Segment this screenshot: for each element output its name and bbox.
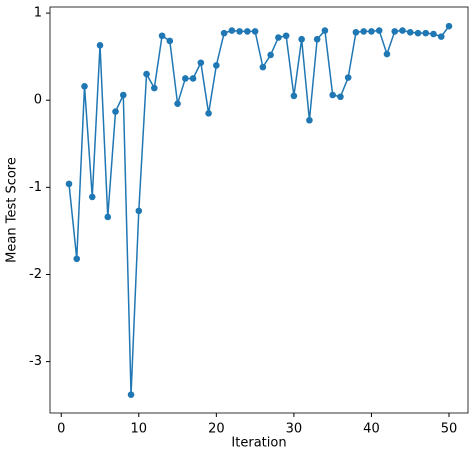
marker <box>251 28 259 35</box>
x-tick-label: 50 <box>441 422 458 437</box>
y-tick-label: -1 <box>29 180 42 195</box>
marker <box>383 50 391 58</box>
marker <box>174 100 181 108</box>
marker <box>375 27 383 34</box>
marker <box>445 22 453 30</box>
y-tick-label: 0 <box>34 93 42 108</box>
marker <box>298 35 305 43</box>
marker <box>430 30 437 38</box>
marker <box>151 84 158 92</box>
marker <box>112 108 119 115</box>
marker <box>205 109 212 117</box>
x-axis-label: Iteration <box>231 436 286 451</box>
marker <box>259 63 267 71</box>
marker <box>313 35 321 43</box>
marker <box>368 28 375 35</box>
x-tick-label: 0 <box>57 422 65 437</box>
marker <box>282 32 290 40</box>
y-axis-label: Mean Test Score <box>5 157 20 263</box>
marker <box>352 28 360 36</box>
marker <box>414 29 422 37</box>
marker <box>290 92 298 100</box>
marker <box>321 27 329 34</box>
y-tick-label: -3 <box>29 354 42 369</box>
marker <box>267 51 274 59</box>
marker <box>143 70 150 78</box>
marker <box>306 116 313 124</box>
marker <box>96 42 104 49</box>
marker <box>189 75 197 82</box>
marker <box>360 28 367 35</box>
marker <box>119 91 127 99</box>
marker <box>228 27 236 34</box>
marker <box>158 32 166 40</box>
y-tick-label: 1 <box>34 6 42 21</box>
marker <box>236 28 243 35</box>
marker <box>197 59 205 67</box>
marker <box>135 207 143 215</box>
x-tick-label: 10 <box>131 422 148 437</box>
marker <box>104 213 112 221</box>
plot-frame <box>49 6 469 414</box>
marker <box>437 33 445 40</box>
marker <box>275 34 282 41</box>
y-tick-label: -2 <box>29 267 42 282</box>
marker <box>127 391 135 399</box>
marker <box>344 74 352 81</box>
marker <box>88 193 96 201</box>
marker <box>329 91 336 99</box>
marker <box>73 255 81 263</box>
marker <box>166 37 174 45</box>
line <box>68 25 450 395</box>
marker <box>65 180 73 188</box>
marker <box>81 82 88 90</box>
marker <box>399 27 406 34</box>
marker <box>182 75 189 82</box>
x-tick-label: 40 <box>363 422 380 437</box>
marker <box>213 62 220 69</box>
marker <box>244 28 251 35</box>
marker <box>391 28 399 35</box>
marker <box>220 29 228 37</box>
x-tick-label: 20 <box>208 422 225 437</box>
marker <box>422 29 430 37</box>
marker <box>337 93 344 101</box>
marker <box>406 28 414 36</box>
x-tick-label: 30 <box>286 422 303 437</box>
